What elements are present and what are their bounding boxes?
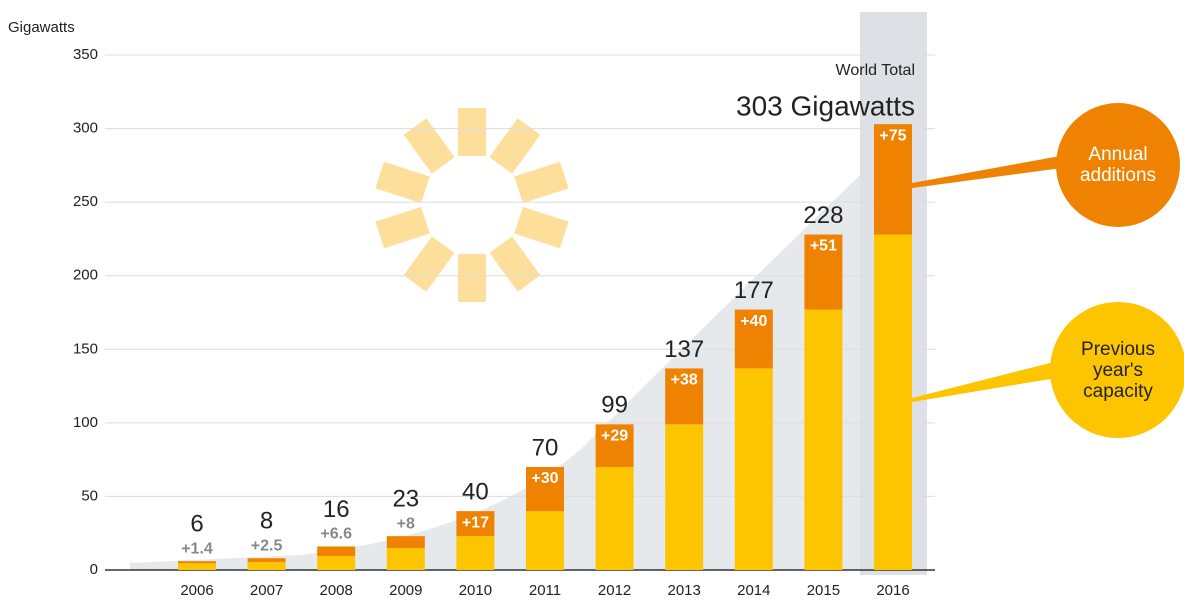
bar-segment <box>874 234 912 570</box>
bar-segment <box>317 546 356 557</box>
legend-bubble: Previous year's capacity <box>1050 302 1184 438</box>
total-label: 23 <box>392 486 419 513</box>
sun-icon <box>375 108 569 302</box>
bar-segment <box>456 536 495 570</box>
bar-segment <box>456 511 495 537</box>
annotation: 303 Gigawatts <box>736 90 915 121</box>
x-tick-label: 2014 <box>737 582 770 599</box>
total-label: 228 <box>803 202 843 229</box>
total-label: 99 <box>601 392 628 419</box>
data-label: +51 <box>810 238 837 255</box>
legend-bubble: Annual additions <box>1056 103 1180 227</box>
data-label: +6.6 <box>320 526 352 543</box>
bar-segment <box>595 467 634 570</box>
bar-segment <box>178 563 216 570</box>
bar-segment <box>317 556 356 570</box>
data-label: +1.4 <box>181 540 213 557</box>
total-label: 6 <box>190 511 203 538</box>
bar-segment <box>804 309 843 570</box>
x-tick-label: 2011 <box>529 582 561 599</box>
bar-segment <box>734 368 773 570</box>
x-tick-label: 2010 <box>459 582 492 599</box>
bar-segment <box>386 536 425 548</box>
legend-label: Annual additions <box>1079 144 1157 186</box>
data-label: +2.5 <box>251 537 283 554</box>
y-tick-label: 0 <box>90 561 98 578</box>
data-label: +17 <box>462 514 489 531</box>
y-tick-label: 100 <box>73 414 98 431</box>
y-tick-label: 300 <box>73 120 98 137</box>
y-tick-label: 250 <box>73 193 98 210</box>
data-label: +30 <box>531 470 558 487</box>
x-tick-label: 2008 <box>320 582 353 599</box>
x-tick-label: 2009 <box>389 582 422 599</box>
total-label: 8 <box>260 508 273 535</box>
bar-segment <box>595 424 634 467</box>
bar-segment <box>734 309 773 369</box>
y-tick-label: 200 <box>73 267 98 284</box>
bar-segment <box>665 368 704 425</box>
total-label: 177 <box>734 277 774 304</box>
y-tick-label: 50 <box>81 487 98 504</box>
x-tick-label: 2012 <box>598 582 631 599</box>
pointer <box>912 362 1056 402</box>
total-label: 70 <box>532 434 559 461</box>
bar-segment <box>526 511 564 570</box>
legend-label: Previous year's capacity <box>1081 338 1155 402</box>
data-label: +75 <box>879 127 906 144</box>
bar-segment <box>874 124 912 235</box>
bar-segment <box>526 467 564 512</box>
data-label: +8 <box>397 515 415 532</box>
x-tick-label: 2015 <box>807 582 840 599</box>
y-tick-label: 350 <box>73 46 98 63</box>
x-tick-label: 2006 <box>180 582 213 599</box>
data-label: +29 <box>601 428 628 445</box>
bar-segment <box>178 561 216 564</box>
total-label: 40 <box>462 478 489 505</box>
annotation: World Total <box>836 62 915 79</box>
bar-segment <box>386 547 425 570</box>
total-label: 137 <box>664 336 704 363</box>
total-label: 16 <box>323 496 350 523</box>
bar-segment <box>804 234 843 310</box>
data-label: +40 <box>740 313 767 330</box>
x-tick-label: 2016 <box>876 582 909 599</box>
pointer <box>912 156 1062 188</box>
bar-segment <box>247 561 286 570</box>
y-axis-label: Gigawatts <box>8 19 75 36</box>
x-tick-label: 2007 <box>250 582 283 599</box>
x-tick-label: 2013 <box>668 582 701 599</box>
bar-segment <box>247 558 286 562</box>
data-label: +38 <box>671 372 698 389</box>
y-tick-label: 150 <box>73 340 98 357</box>
bar-segment <box>665 424 704 570</box>
